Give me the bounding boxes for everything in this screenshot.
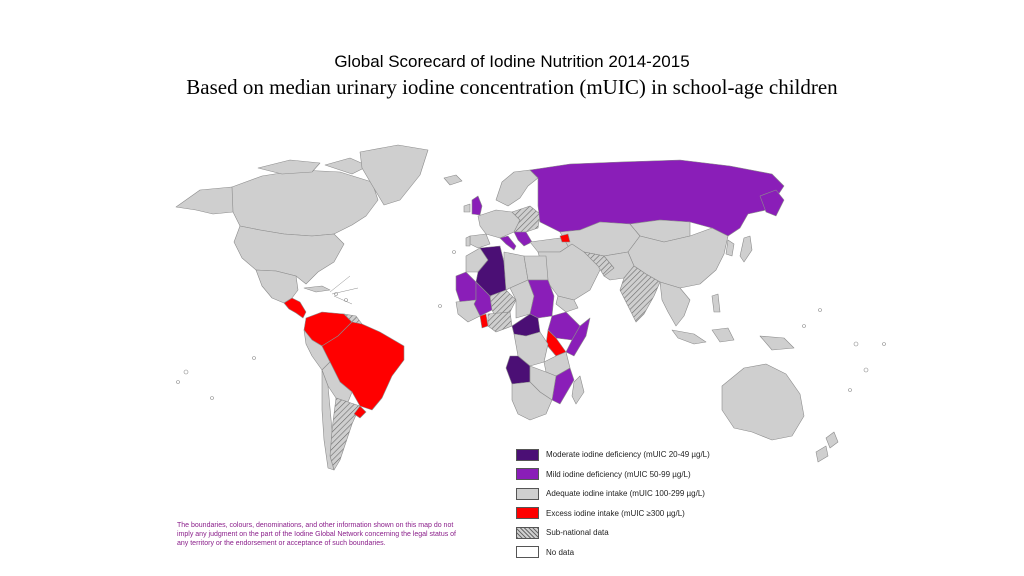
region-arctic-islands <box>257 159 321 175</box>
island <box>818 308 822 312</box>
region-uk <box>471 195 483 216</box>
callout-line <box>333 295 353 305</box>
legend-item-moderate: Moderate iodine deficiency (mUIC 20-49 µ… <box>516 445 776 465</box>
region-kamchatka <box>759 189 785 217</box>
region-ireland <box>463 203 471 213</box>
island <box>210 396 214 400</box>
region-caribbean <box>303 285 331 293</box>
region-western-europe <box>477 209 521 239</box>
legend-label-subnational: Sub-national data <box>546 528 609 538</box>
legend-swatch-adequate <box>516 487 539 500</box>
legend-swatch-subnational <box>516 526 539 539</box>
region-chile <box>321 369 335 471</box>
legend-swatch-moderate <box>516 448 539 461</box>
region-madagascar <box>571 375 585 405</box>
region-yemen <box>555 295 579 313</box>
region-middle-east <box>537 243 605 301</box>
region-eastern-europe <box>511 205 541 233</box>
region-italy <box>499 235 517 251</box>
region-pakistan <box>603 251 635 281</box>
region-philippines <box>711 293 721 313</box>
legend-item-mild: Mild iodine deficiency (mUIC 50-99 µg/L) <box>516 465 776 485</box>
region-ghana <box>479 313 489 329</box>
callout-line <box>329 275 351 293</box>
legend-label-excess: Excess iodine intake (mUIC ≥300 µg/L) <box>546 508 685 518</box>
legend-swatch-mild <box>516 468 539 481</box>
region-usa <box>233 225 345 285</box>
region-portugal <box>465 235 471 247</box>
region-alaska <box>175 186 239 215</box>
legend-label-mild: Mild iodine deficiency (mUIC 50-99 µg/L) <box>546 469 691 479</box>
region-korea <box>725 239 735 257</box>
island <box>853 341 859 347</box>
island <box>176 380 180 384</box>
region-nigeria <box>487 311 513 333</box>
region-egypt <box>523 255 549 281</box>
region-armenia <box>559 233 571 243</box>
region-se-asia <box>659 281 691 327</box>
island <box>863 367 869 373</box>
legend-item-subnational: Sub-national data <box>516 523 776 543</box>
region-iceland <box>443 174 463 186</box>
island <box>334 292 338 296</box>
map-legend: Moderate iodine deficiency (mUIC 20-49 µ… <box>516 445 776 562</box>
region-canada <box>231 169 379 237</box>
callout-line <box>331 287 359 295</box>
region-greenland <box>359 144 429 206</box>
map-title: Global Scorecard of Iodine Nutrition 201… <box>334 52 690 71</box>
region-spain <box>469 233 491 249</box>
region-japan <box>739 235 753 263</box>
region-indonesia-2 <box>711 327 735 343</box>
region-australia <box>721 363 805 441</box>
region-central-america <box>283 297 307 319</box>
legend-item-nodata: No data <box>516 543 776 563</box>
region-india <box>619 265 661 323</box>
region-balkans <box>513 231 533 247</box>
region-uruguay <box>353 405 367 419</box>
region-scandinavia <box>495 169 539 207</box>
island <box>183 369 189 375</box>
region-indonesia-1 <box>671 329 707 345</box>
region-png <box>759 335 795 351</box>
disclaimer-text: The boundaries, colours, denominations, … <box>177 522 456 547</box>
region-southern-africa <box>511 381 553 421</box>
legend-swatch-excess <box>516 507 539 520</box>
legend-swatch-nodata <box>516 546 539 559</box>
region-nz <box>825 431 839 449</box>
island <box>452 250 456 254</box>
region-argentina <box>329 397 361 471</box>
region-nz-south <box>815 445 829 463</box>
region-brazil <box>321 321 405 411</box>
legend-label-adequate: Adequate iodine intake (mUIC 100-299 µg/… <box>546 489 705 499</box>
island <box>802 324 806 328</box>
island <box>882 342 886 346</box>
map-subtitle: Based on median urinary iodine concentra… <box>186 75 838 99</box>
region-sudan <box>527 279 555 319</box>
legend-item-excess: Excess iodine intake (mUIC ≥300 µg/L) <box>516 504 776 524</box>
region-bolivia <box>321 361 353 403</box>
legend-item-adequate: Adequate iodine intake (mUIC 100-299 µg/… <box>516 484 776 504</box>
island <box>438 304 442 308</box>
island <box>848 388 852 392</box>
legend-label-nodata: No data <box>546 547 575 557</box>
legend-label-moderate: Moderate iodine deficiency (mUIC 20-49 µ… <box>546 450 710 460</box>
island <box>252 356 256 360</box>
region-mauritania <box>455 271 477 303</box>
